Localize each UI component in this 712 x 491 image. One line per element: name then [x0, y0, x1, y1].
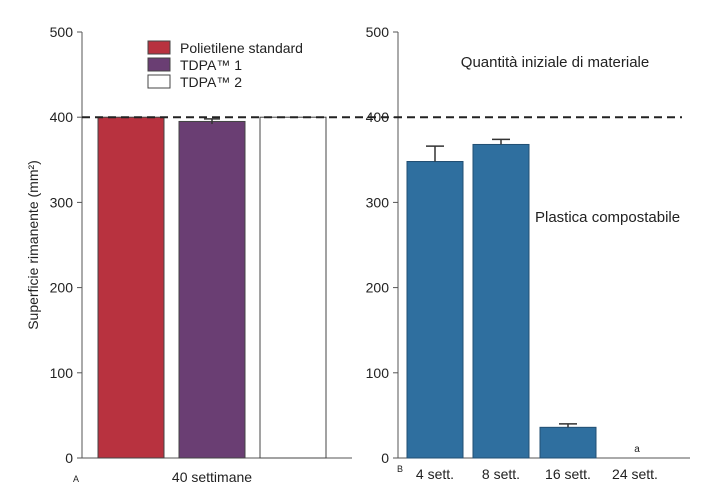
- panel-a-ylabel: Superficie rimanente (mm²): [25, 160, 41, 330]
- panel-a-bars: [97, 116, 327, 459]
- panel-b-tick-label: 100: [366, 365, 390, 381]
- panel-b-bars: 4 sett. 8 sett. 16 sett. 24 sett. a: [406, 138, 658, 482]
- legend-swatch: [147, 40, 171, 55]
- panel-a-bar: [259, 116, 327, 459]
- panel-a-xlabel: 40 settimane: [172, 469, 252, 485]
- panel-b-bar: [472, 143, 530, 459]
- panel-a-tick-label: 0: [65, 450, 73, 466]
- panel-b-tick-label: 400: [366, 109, 390, 125]
- legend-label: Polietilene standard: [180, 40, 303, 56]
- panel-b-tick-label: 500: [366, 24, 390, 40]
- panel-b-series-label: Plastica compostabile: [535, 209, 680, 226]
- panel-a-tick-label: 300: [50, 194, 74, 210]
- panel-a-tick-label: 500: [50, 24, 74, 40]
- legend-swatch: [147, 74, 171, 89]
- panel-b-bar: [539, 426, 597, 459]
- panel-b-tick-label: 200: [366, 280, 390, 296]
- panel-b-tick-label: 0: [381, 450, 389, 466]
- panel-b-bar: [406, 161, 464, 459]
- legend-label: TDPA™ 2: [180, 74, 242, 90]
- panel-b-y-ticks: 0 100 200 300 400 500: [366, 24, 398, 466]
- panel-b-category-label: 16 sett.: [545, 466, 591, 482]
- panel-b: 0 100 200 300 400 500 4 sett. 8 sett. 16 sett. 2…: [366, 24, 690, 482]
- panel-b-tick-label: 300: [366, 194, 390, 210]
- panel-b-bar-annotation: a: [634, 444, 640, 455]
- panel-a-tick-label: 400: [50, 109, 74, 125]
- panel-b-letter: B: [397, 464, 403, 474]
- panel-a-tick-label: 100: [50, 365, 74, 381]
- legend-swatch: [147, 57, 171, 72]
- panel-a-letter: A: [73, 474, 79, 484]
- panel-a-bar: [178, 120, 246, 459]
- reference-line-label: Quantità iniziale di materiale: [461, 54, 649, 71]
- panel-b-category-label: 4 sett.: [416, 466, 454, 482]
- panel-a-tick-label: 200: [50, 280, 74, 296]
- panel-a: 0 100 200 300 400 500 Superficie rimanente (m…: [25, 24, 352, 485]
- panel-a-y-ticks: 0 100 200 300 400 500: [50, 24, 82, 466]
- legend-label: TDPA™ 1: [180, 57, 242, 73]
- panel-b-category-label: 8 sett.: [482, 466, 520, 482]
- panel-a-bar: [97, 116, 165, 459]
- panel-b-category-label: 24 sett.: [612, 466, 658, 482]
